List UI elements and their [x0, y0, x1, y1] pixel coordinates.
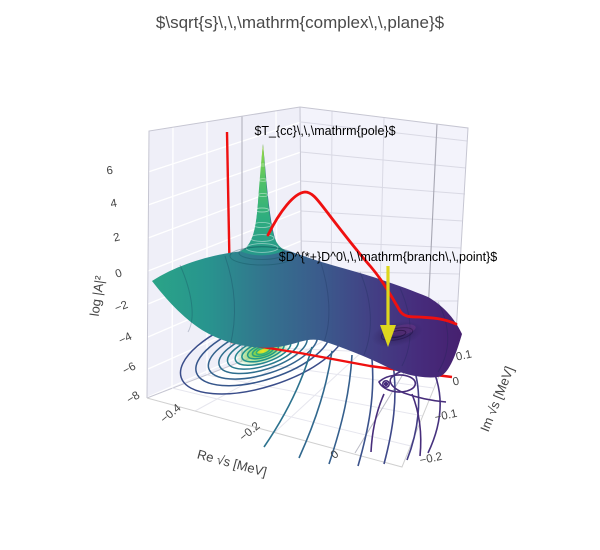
spike-base-rings [229, 246, 295, 266]
plot-title: $\sqrt{s}\,\,\mathrm{complex\,\,plane}$ [155, 13, 445, 32]
surface-plot [152, 144, 462, 378]
branch-point-annotation: $D^{*+}D^0\,\,\mathrm{branch\,\,point}$ [278, 250, 498, 264]
z-tick: 6 [105, 164, 114, 178]
pole-spike [240, 144, 285, 256]
floor-edges [146, 333, 457, 468]
annotation-arrow [380, 266, 396, 347]
lineshape-curve [266, 190, 458, 326]
surface-sheet [152, 144, 462, 378]
scene-floor [146, 333, 457, 468]
pole-annotation: $T_{cc}\,\,\mathrm{pole}$ [254, 124, 396, 138]
spike-rings [245, 163, 279, 253]
